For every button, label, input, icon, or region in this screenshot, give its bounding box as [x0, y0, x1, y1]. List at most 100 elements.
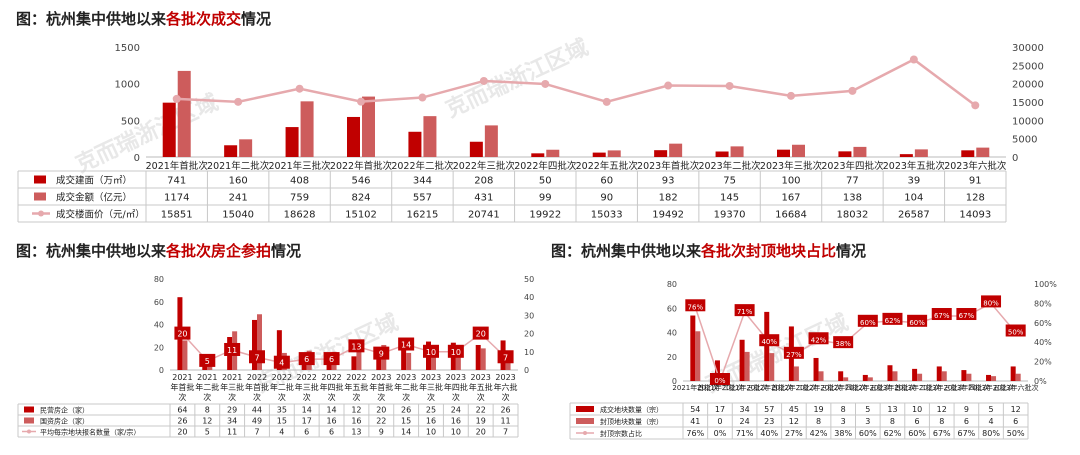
table-cell: 759 [290, 193, 309, 204]
chart3-title-part1: 杭州集中供地以来 [581, 242, 702, 260]
data-label-bubble [447, 344, 464, 358]
table-cell: 35 [277, 406, 287, 415]
table-cell: 12 [937, 405, 947, 414]
x-category-label: 2021年二批次 [697, 383, 743, 392]
table-cell: 38% [834, 429, 852, 438]
table-cell: 18628 [284, 210, 316, 221]
table-cell: 19370 [714, 210, 746, 221]
x-category-label: 次 [352, 392, 360, 402]
x-category-label: 年首批 [245, 382, 269, 392]
bar-series0 [654, 150, 668, 157]
x-category-label: 2023年三批次 [919, 383, 965, 392]
bar-series0 [715, 151, 729, 157]
bar-series0 [469, 141, 483, 157]
x-category-label: 2023年六批次 [944, 160, 1007, 172]
table-cell: 12 [789, 417, 799, 426]
table-cell: 26 [401, 406, 411, 415]
y-left-tick: 1000 [115, 80, 140, 91]
x-category-label: 次 [452, 392, 460, 402]
data-label-bubble [373, 346, 390, 360]
data-label-bubble [348, 339, 365, 353]
bar-series0 [276, 330, 282, 370]
x-category-label: 2021年首批次 [672, 383, 718, 392]
legend-label: 成交金额（亿元） [56, 192, 132, 204]
data-label-text: 60% [909, 319, 925, 327]
table-cell: 15033 [591, 210, 623, 221]
data-label-bubble [249, 350, 265, 364]
data-label-bubble [273, 355, 290, 369]
x-category-label: 2023年二批次 [894, 383, 940, 392]
data-label-text: 11 [227, 346, 237, 355]
y-left-tick: 40 [154, 321, 164, 330]
table-cell: 5 [865, 405, 870, 414]
bar-series1 [1015, 373, 1021, 381]
x-category-label: 2022年三批次 [453, 160, 516, 172]
data-label-bubble [956, 308, 977, 321]
table-cell: 741 [167, 176, 186, 187]
legend-label: 成交楼面价（元/㎡） [56, 209, 145, 221]
y-right-tick: 40 [524, 293, 534, 302]
table-cell: 19 [476, 417, 486, 426]
table-cell: 60% [859, 429, 877, 438]
data-label-text: 13 [351, 342, 361, 351]
y-right-tick: 25000 [1012, 61, 1044, 72]
data-label-bubble [323, 352, 340, 366]
y-left-tick: 20 [667, 353, 677, 362]
table-cell: 19 [813, 405, 823, 414]
legend-label: 成交地块数量（宗） [600, 405, 663, 414]
legend-label: 国资房企（家） [40, 417, 89, 426]
x-category-label: 2023 [421, 373, 441, 382]
table-cell: 24 [740, 417, 750, 426]
chart2-title-prefix: 图： [16, 242, 47, 260]
table-cell: 100 [781, 176, 800, 187]
bar-series1 [867, 377, 873, 381]
y-left-tick: 500 [121, 116, 140, 127]
table-cell: 4 [988, 417, 993, 426]
data-label-bubble [808, 332, 829, 345]
table-cell: 60 [600, 176, 613, 187]
table-cell: 90 [600, 193, 613, 204]
bar-series1 [257, 314, 262, 370]
data-label-text: 10 [426, 348, 436, 357]
y-right-tick: 80% [1034, 299, 1052, 308]
x-category-label: 年三批 [220, 382, 244, 392]
data-label-bubble [685, 299, 706, 312]
x-category-label: 2023 [495, 373, 515, 382]
bar-series0 [252, 319, 257, 370]
data-label-text: 0% [714, 377, 725, 385]
table-cell: 60% [908, 429, 926, 438]
chart3-title-highlight: 各批次封顶地块占比 [701, 242, 837, 260]
table-cell: 24 [451, 406, 461, 415]
bar-series0 [401, 340, 407, 370]
table-cell: 15 [277, 417, 287, 426]
x-category-label: 次 [328, 392, 336, 402]
table-cell: 546 [351, 176, 370, 187]
bar-series0 [862, 374, 868, 381]
table-cell: 54 [690, 405, 700, 414]
table-cell: 18032 [837, 210, 869, 221]
data-label-text: 76% [688, 303, 704, 311]
table-cell: 15851 [161, 210, 193, 221]
bar-series1 [455, 351, 461, 370]
table-cell: 49 [252, 417, 262, 426]
legend-swatch [576, 406, 594, 412]
x-category-label: 2023年二批次 [698, 160, 761, 172]
line-point-price [664, 81, 673, 90]
table-cell: 22 [476, 406, 486, 415]
legend-label: 民营房企（家） [40, 406, 89, 415]
bar-series0 [838, 371, 844, 381]
y-left-tick: 20 [154, 343, 164, 352]
table-cell: 4 [279, 428, 284, 437]
table-cell: 7 [254, 428, 259, 437]
table-cell: 208 [474, 176, 493, 187]
x-category-label: 2023 [471, 373, 491, 382]
bar-series1 [484, 125, 498, 157]
data-label-text: 14 [401, 341, 411, 350]
y-left-tick: 1500 [115, 43, 140, 54]
table-cell: 20 [177, 428, 187, 437]
chart1-title-prefix: 图： [16, 10, 47, 28]
x-category-label: 2023年首批次 [637, 160, 700, 172]
data-label-text: 67% [934, 312, 950, 320]
x-category-label: 次 [203, 392, 211, 402]
data-label-bubble [833, 336, 854, 349]
